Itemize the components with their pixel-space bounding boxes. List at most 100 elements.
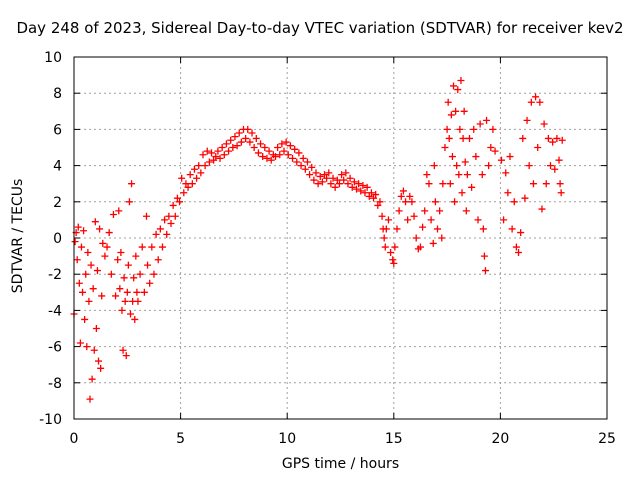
data-point [81,315,89,323]
data-point [325,169,333,177]
data-point [391,243,399,251]
data-point [225,147,233,155]
data-point [117,248,125,256]
data-point [384,216,392,224]
data-point [478,171,486,179]
data-point [306,171,314,179]
data-point [120,274,128,282]
data-point [289,154,297,162]
data-point [441,144,449,151]
data-point [154,256,162,264]
data-point [114,256,122,264]
data-point [291,145,299,153]
y-tick-label: -8 [48,376,62,392]
data-point [83,343,91,351]
data-point [363,183,371,191]
data-point [512,243,520,251]
data-point [481,267,489,275]
data-point [227,136,235,144]
data-point [381,243,389,251]
data-point [416,243,424,251]
data-point [540,120,548,128]
data-point [212,153,220,161]
data-point [203,147,211,155]
data-point [462,207,470,215]
data-point [410,212,418,220]
data-point [367,189,375,197]
data-point [444,98,452,106]
data-point [487,144,495,151]
data-point [90,346,98,354]
data-point [454,86,462,94]
data-point [374,201,382,209]
y-tick-label: -10 [39,412,62,428]
data-point [342,169,350,177]
y-tick-label: 0 [53,231,62,247]
data-point [74,223,82,231]
data-point [237,138,245,146]
data-point [93,267,101,275]
data-point [75,279,83,287]
data-point [412,234,420,242]
data-point [274,144,282,151]
data-point [555,156,563,164]
data-point [515,248,523,256]
data-point [406,192,414,200]
data-point [443,125,451,133]
data-point [451,198,459,206]
data-point [190,165,198,173]
data-point [340,176,348,184]
y-tick-label: 2 [53,195,62,211]
data-point [133,288,141,296]
data-point [506,153,514,161]
data-point [235,129,243,137]
data-point [321,171,329,179]
data-point [510,198,518,206]
data-point [542,180,550,188]
data-point [293,158,301,166]
data-point [295,149,303,157]
data-point [173,194,181,202]
data-point [517,229,525,237]
data-point [532,93,540,101]
data-point [123,288,131,296]
data-point [521,194,529,202]
data-point [271,153,279,161]
data-point [152,230,160,238]
data-point [534,144,542,151]
data-point [119,346,127,354]
y-tick-label: 10 [44,50,62,66]
data-point [122,352,130,360]
grid-lines [74,57,607,419]
data-point [519,134,527,142]
data-point [138,243,146,251]
data-point [97,364,105,372]
data-point [500,216,508,224]
data-point [178,174,186,182]
data-point [425,180,433,188]
data-point [167,220,175,228]
data-point [318,178,326,186]
data-point [361,189,369,197]
data-point [335,180,343,188]
data-point [463,171,471,179]
y-axis-label: SDTVAR / TECUs [10,178,26,294]
data-point [310,176,318,184]
data-point [557,189,565,197]
data-point [470,125,478,133]
data-point [193,174,201,182]
data-point [468,183,476,191]
data-point [118,306,126,314]
data-point [314,180,322,188]
data-point [115,207,123,215]
data-point [246,138,254,146]
data-point [312,169,320,177]
data-point [429,239,437,247]
data-point [404,216,412,224]
data-point [146,279,154,287]
data-point [393,225,401,233]
data-point [144,261,152,269]
data-point [257,140,265,148]
data-point [188,180,196,188]
